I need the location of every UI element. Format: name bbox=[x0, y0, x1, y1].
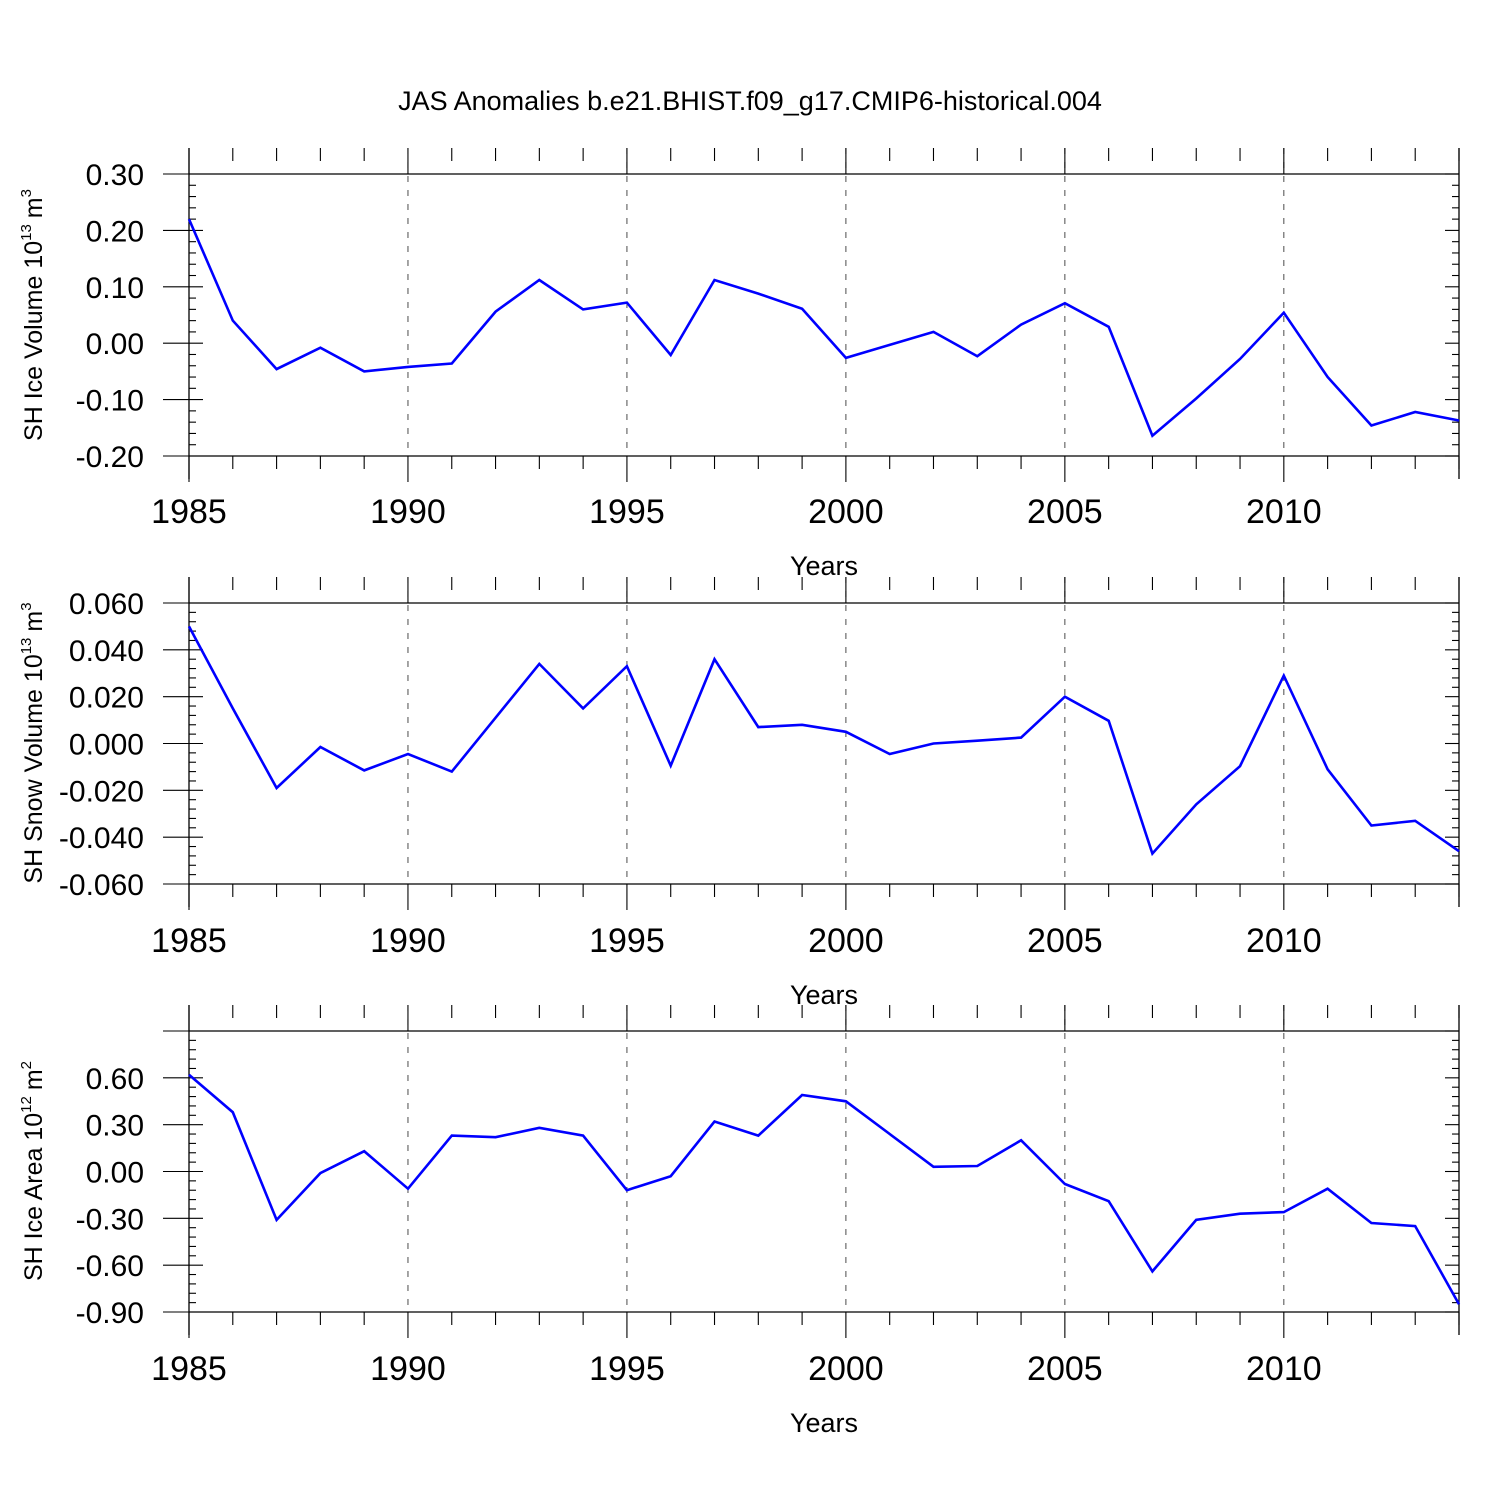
y-tick-label: 0.30 bbox=[86, 159, 144, 192]
y-tick-label: 0.040 bbox=[69, 635, 144, 668]
y-tick-label: -0.10 bbox=[76, 385, 144, 418]
chart-panel-1: -0.20 -0.10 0.00 0.10 0.20 0.30 1985 1990 1995 20… bbox=[18, 148, 1460, 581]
x-tick-label: 1990 bbox=[370, 493, 446, 531]
y-tick-label: -0.040 bbox=[59, 822, 144, 855]
x-tick-label: 1990 bbox=[370, 1350, 446, 1388]
y-tick-label: 0.30 bbox=[86, 1110, 144, 1143]
y-tick-label: 0.020 bbox=[69, 682, 144, 715]
x-tick-label: 2005 bbox=[1027, 1350, 1103, 1388]
x-tick-label: 1995 bbox=[589, 493, 665, 531]
series-line-1 bbox=[187, 218, 1460, 438]
x-tick-label: 2000 bbox=[808, 922, 884, 960]
x-tick-label: 1995 bbox=[589, 922, 665, 960]
chart-panel-3: -0.90 -0.60 -0.30 0.00 0.30 0.60 1985 1990 1995 2… bbox=[18, 1005, 1461, 1438]
x-tick-label: 1985 bbox=[151, 493, 227, 531]
chart-panel-2: -0.060 -0.040 -0.020 0.000 0.020 0.040 0.060 19… bbox=[18, 577, 1460, 1010]
y-axis-title-unit: m bbox=[20, 197, 48, 218]
x-tick-label: 2005 bbox=[1027, 922, 1103, 960]
y-axis-title-text: SH Ice Area 10 bbox=[20, 1113, 48, 1281]
y-axis-title-unit: m bbox=[20, 611, 48, 632]
y-axis-title: SH Ice Area 1012 m2 bbox=[18, 1061, 48, 1281]
x-tick-label: 1995 bbox=[589, 1350, 665, 1388]
y-tick-label: -0.060 bbox=[59, 869, 144, 902]
x-tick-label: 2000 bbox=[808, 493, 884, 531]
y-tick-label: -0.30 bbox=[76, 1203, 144, 1236]
y-tick-label: 0.000 bbox=[69, 729, 144, 762]
x-tick-label: 2000 bbox=[808, 1350, 884, 1388]
y-tick-label: 0.00 bbox=[86, 1157, 144, 1190]
y-tick-label: -0.90 bbox=[76, 1297, 144, 1330]
x-tick-label: 2005 bbox=[1027, 493, 1103, 531]
x-axis-title: Years bbox=[790, 1408, 858, 1438]
x-axis-title: Years bbox=[790, 980, 858, 1010]
y-tick-label: 0.20 bbox=[86, 215, 144, 248]
y-axis-title-unit-exponent: 3 bbox=[18, 602, 35, 610]
x-tick-label: 1985 bbox=[151, 1350, 227, 1388]
series-line-3 bbox=[188, 1073, 1461, 1305]
y-tick-label: 0.060 bbox=[69, 588, 144, 621]
y-axis-title: SH Snow Volume 1013 m3 bbox=[18, 602, 48, 883]
x-tick-label: 2010 bbox=[1246, 493, 1322, 531]
x-tick-label: 1985 bbox=[151, 922, 227, 960]
y-axis-title-text: SH Ice Volume 10 bbox=[20, 241, 48, 441]
y-axis-title-exponent: 12 bbox=[18, 1096, 35, 1113]
y-axis-title-unit-exponent: 3 bbox=[18, 189, 35, 197]
y-tick-label: -0.20 bbox=[76, 441, 144, 474]
y-axis-title-exponent: 13 bbox=[18, 224, 35, 241]
x-tick-label: 2010 bbox=[1246, 1350, 1322, 1388]
y-axis-title: SH Ice Volume 1013 m3 bbox=[18, 189, 48, 441]
y-axis-title-text: SH Snow Volume 10 bbox=[20, 654, 48, 883]
y-tick-label: 0.00 bbox=[86, 328, 144, 361]
figure-title: JAS Anomalies b.e21.BHIST.f09_g17.CMIP6-… bbox=[398, 86, 1102, 116]
y-axis-title-unit: m bbox=[20, 1069, 48, 1090]
x-tick-label: 1990 bbox=[370, 922, 446, 960]
x-tick-label: 2010 bbox=[1246, 922, 1322, 960]
y-tick-label: -0.020 bbox=[59, 775, 144, 808]
y-axis-title-unit-exponent: 2 bbox=[18, 1061, 35, 1069]
y-tick-label: 0.10 bbox=[86, 272, 144, 305]
series-line-2 bbox=[187, 625, 1460, 857]
y-tick-label: 0.60 bbox=[86, 1063, 144, 1096]
y-tick-label: -0.60 bbox=[76, 1250, 144, 1283]
y-axis-title-exponent: 13 bbox=[18, 638, 35, 655]
x-axis-title: Years bbox=[790, 551, 858, 581]
